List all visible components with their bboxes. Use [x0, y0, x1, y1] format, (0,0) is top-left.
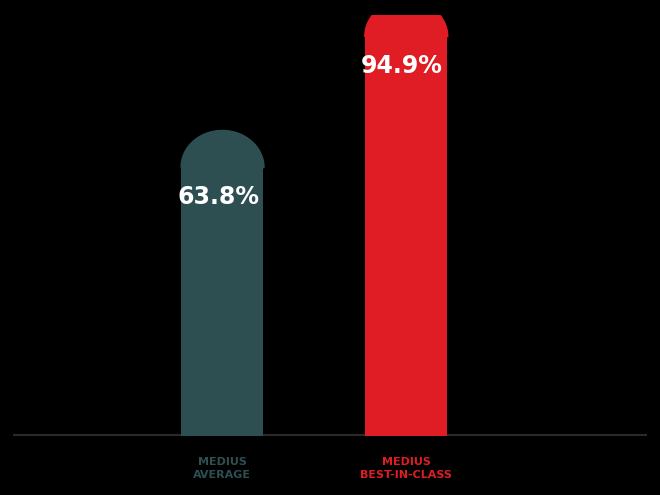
Text: 63.8%: 63.8% [177, 185, 259, 208]
Text: MEDIUS
BEST-IN-CLASS: MEDIUS BEST-IN-CLASS [360, 456, 452, 480]
Polygon shape [365, 0, 447, 36]
Bar [181, 167, 263, 436]
Bar [365, 36, 447, 436]
Text: 94.9%: 94.9% [361, 54, 443, 78]
Text: MEDIUS
AVERAGE: MEDIUS AVERAGE [193, 456, 251, 480]
Polygon shape [181, 131, 263, 167]
